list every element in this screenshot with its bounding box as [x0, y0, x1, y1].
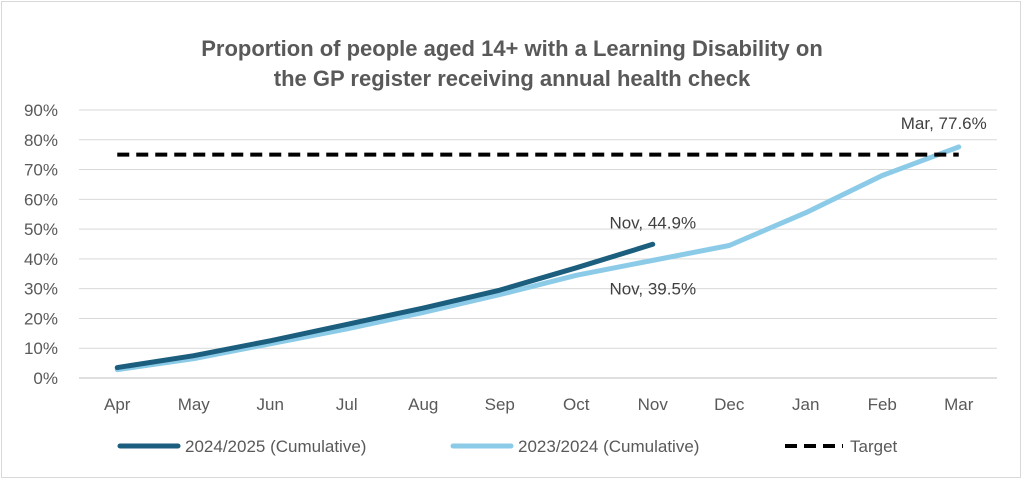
legend-label: 2023/2024 (Cumulative) [518, 437, 699, 456]
y-tick-label: 10% [24, 339, 58, 358]
legend-label: 2024/2025 (Cumulative) [185, 437, 366, 456]
y-tick-label: 70% [24, 161, 58, 180]
y-tick-label: 90% [24, 101, 58, 120]
x-tick-label: Jul [336, 395, 358, 414]
y-tick-label: 0% [33, 369, 58, 388]
chart-title-line-1: Proportion of people aged 14+ with a Lea… [201, 36, 823, 61]
y-tick-label: 50% [24, 220, 58, 239]
chart-title-line-2: the GP register receiving annual health … [274, 66, 751, 91]
x-tick-label: Mar [944, 395, 974, 414]
y-tick-label: 40% [24, 250, 58, 269]
x-tick-label: Feb [868, 395, 897, 414]
x-tick-label: May [178, 395, 211, 414]
x-tick-label: Jan [792, 395, 819, 414]
y-tick-label: 60% [24, 190, 58, 209]
y-tick-label: 30% [24, 280, 58, 299]
data-label: Mar, 77.6% [901, 114, 987, 133]
x-tick-label: Nov [638, 395, 669, 414]
y-tick-label: 20% [24, 309, 58, 328]
x-tick-label: Jun [257, 395, 284, 414]
x-tick-label: Sep [485, 395, 515, 414]
y-tick-label: 80% [24, 131, 58, 150]
x-tick-label: Aug [408, 395, 438, 414]
x-tick-label: Dec [714, 395, 745, 414]
x-tick-label: Apr [104, 395, 131, 414]
x-tick-label: Oct [563, 395, 590, 414]
series-line-0 [114, 241, 656, 371]
data-label: Nov, 44.9% [609, 213, 696, 232]
data-label: Nov, 39.5% [609, 279, 696, 298]
series-line-1 [114, 144, 962, 373]
legend-label: Target [850, 437, 898, 456]
